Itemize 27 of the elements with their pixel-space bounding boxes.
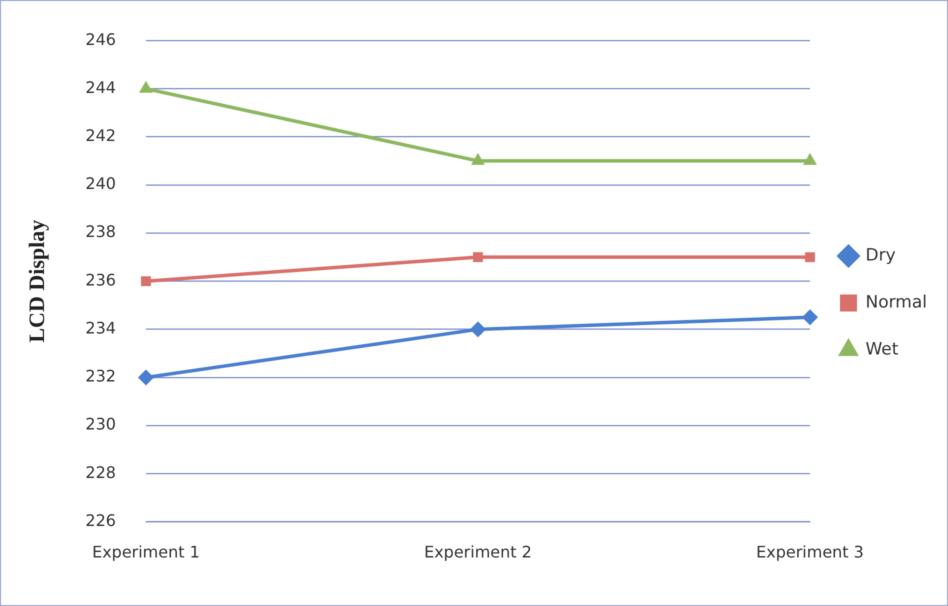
y-tick-label: 226: [85, 510, 116, 530]
y-tick-label: 240: [85, 174, 116, 194]
y-tick-label: 242: [85, 126, 116, 145]
y-tick-label: 236: [85, 270, 116, 290]
y-tick-label: 232: [85, 366, 116, 386]
x-tick-label: Experiment 3: [756, 542, 864, 562]
point: [140, 276, 151, 286]
y-axis-title: LCD Display: [24, 220, 49, 343]
point: [805, 252, 815, 262]
y-tick-label: 244: [85, 78, 116, 97]
y-tick-label: 238: [85, 222, 116, 242]
point: [139, 80, 153, 93]
y-tick-label: 228: [85, 462, 116, 482]
y-tick-label: 234: [85, 318, 116, 338]
y-tick-label: 230: [85, 414, 116, 434]
x-tick-label: Experiment 1: [92, 542, 200, 562]
point: [802, 309, 818, 326]
point: [138, 369, 154, 386]
legend-label: Normal: [865, 292, 928, 312]
point: [803, 152, 817, 165]
x-tick-label: Experiment 2: [424, 542, 532, 562]
legend-label: Wet: [865, 339, 899, 360]
point: [471, 152, 485, 165]
point: [473, 252, 483, 262]
y-tick-label: 246: [85, 30, 116, 49]
legend-label: Dry: [865, 245, 896, 266]
point: [470, 321, 486, 338]
